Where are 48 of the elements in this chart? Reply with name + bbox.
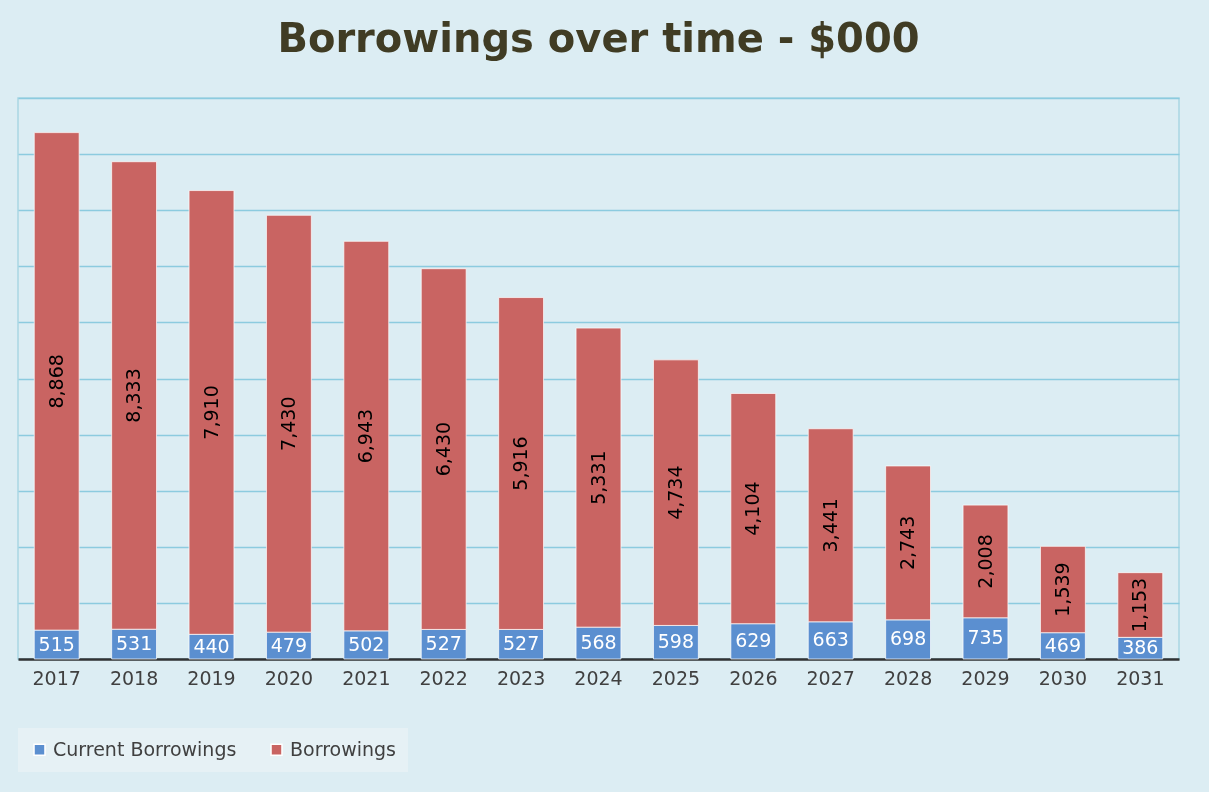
data-label: 1,153: [1128, 577, 1151, 633]
x-tick-label: 2020: [264, 666, 314, 689]
data-label: 469: [1044, 633, 1082, 656]
data-label: 527: [425, 632, 462, 655]
data-label: 3,441: [818, 498, 841, 553]
data-label: 4,734: [663, 465, 686, 520]
chart-title: Borrowings over time - $000: [277, 15, 920, 61]
legend-label: Current Borrowings: [53, 737, 237, 760]
data-label: 479: [270, 633, 308, 656]
data-label: 7,430: [276, 396, 299, 451]
data-label: 531: [115, 632, 153, 655]
data-label: 515: [38, 632, 75, 655]
data-label: 735: [967, 626, 1004, 649]
x-tick-label: 2025: [651, 666, 701, 689]
x-tick-label: 2024: [574, 666, 623, 689]
data-label: 568: [580, 631, 617, 654]
x-tick-label: 2030: [1038, 666, 1088, 689]
data-label: 8,333: [122, 368, 145, 423]
x-tick-label: 2026: [729, 666, 778, 689]
x-tick-label: 2031: [1116, 666, 1165, 689]
x-tick-label: 2029: [961, 666, 1010, 689]
data-label: 629: [735, 629, 772, 652]
data-label: 4,104: [741, 481, 764, 536]
x-tick-label: 2027: [806, 666, 855, 689]
data-label: 7,910: [199, 385, 222, 440]
x-tick-label: 2028: [883, 666, 933, 689]
x-tick-label: 2021: [342, 666, 391, 689]
data-label: 527: [502, 632, 540, 655]
x-tick-label: 2018: [109, 666, 159, 689]
x-tick-label: 2022: [419, 666, 468, 689]
data-label: 598: [657, 630, 695, 653]
data-label: 440: [193, 634, 230, 657]
x-tick-label: 2017: [32, 666, 81, 689]
data-label: 5,916: [509, 436, 532, 491]
data-label: 2,743: [896, 515, 919, 571]
data-label: 1,539: [1050, 562, 1073, 617]
data-label: 6,943: [354, 408, 377, 464]
x-tick-label: 2023: [496, 666, 546, 689]
data-label: 5,331: [586, 450, 609, 505]
x-tick-label: 2019: [187, 666, 236, 689]
data-label: 698: [889, 627, 927, 650]
data-label: 6,430: [431, 421, 454, 477]
data-label: 386: [1122, 636, 1159, 659]
data-label: 502: [348, 632, 385, 655]
data-label: 663: [812, 628, 849, 651]
data-label: 2,008: [973, 534, 996, 589]
data-label: 8,868: [44, 354, 67, 409]
legend-label: Borrowings: [290, 737, 396, 760]
